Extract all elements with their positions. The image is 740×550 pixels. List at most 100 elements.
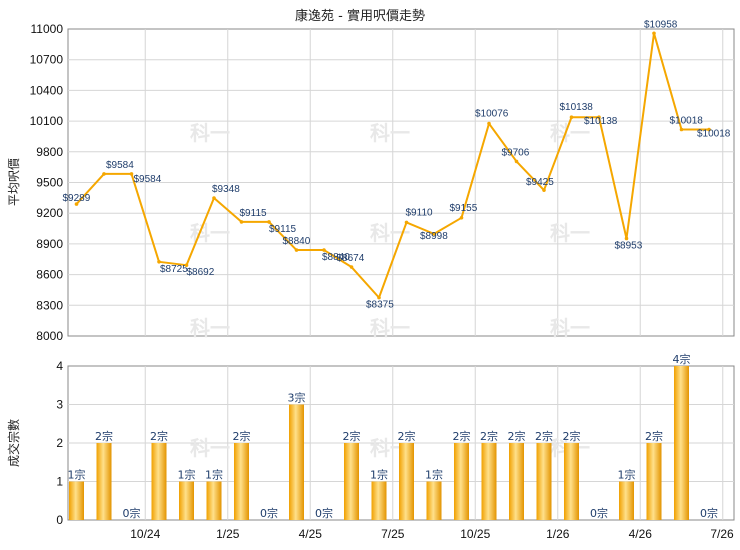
volume-bar	[96, 443, 112, 520]
volume-bar-label: 1宗	[205, 468, 223, 482]
price-y-tick-label: 11000	[31, 22, 64, 36]
price-data-label: $10138	[560, 102, 594, 113]
volume-bar	[399, 443, 414, 520]
price-point	[74, 202, 79, 206]
price-point	[597, 115, 601, 120]
price-point	[487, 121, 491, 126]
price-point	[294, 248, 299, 252]
volume-bar-label: 2宗	[645, 429, 663, 443]
price-point	[129, 172, 134, 176]
price-y-tick-label: 8900	[36, 237, 63, 251]
price-data-label: $8998	[420, 231, 448, 242]
volume-bar-label: 1宗	[370, 468, 388, 482]
price-data-label: $9706	[502, 147, 530, 158]
price-data-label: $9289	[63, 193, 91, 204]
volume-bar-label: 0宗	[590, 506, 608, 520]
price-point	[624, 236, 629, 241]
volume-bar	[619, 481, 634, 520]
price-data-label: $9155	[450, 203, 478, 214]
price-data-label: $9115	[240, 208, 268, 219]
price-point	[679, 127, 684, 132]
price-data-label: $10076	[475, 109, 509, 120]
watermark-logo: 科一	[190, 121, 230, 145]
volume-bar-label: 1宗	[68, 468, 86, 482]
volume-bar-label: 2宗	[508, 429, 526, 443]
volume-bar	[206, 481, 222, 520]
volume-bar-label: 2宗	[453, 429, 471, 443]
x-tick-label: 10/25	[460, 527, 490, 541]
volume-bar-label: 2宗	[480, 429, 498, 443]
volume-bar	[481, 443, 497, 520]
volume-bar-label: 0宗	[700, 506, 718, 520]
volume-bar-label: 1宗	[425, 468, 443, 482]
watermark-logo: 科一	[370, 316, 410, 340]
volume-bar	[69, 481, 84, 520]
price-point	[459, 216, 464, 220]
price-data-label: $9115	[269, 224, 297, 235]
watermark-logo: 科一	[550, 121, 590, 145]
volume-bar-label: 2宗	[398, 429, 416, 443]
volume-y-tick-label: 0	[56, 513, 63, 527]
volume-bar	[509, 443, 524, 520]
x-tick-label: 1/25	[216, 527, 240, 541]
watermark-logo: 科一	[550, 221, 590, 245]
price-y-tick-label: 9200	[36, 206, 63, 220]
x-tick-label: 7/25	[381, 527, 405, 541]
x-tick-label: 7/26	[710, 527, 734, 541]
x-tick-label: 10/24	[130, 527, 160, 541]
volume-bar-label: 1宗	[178, 468, 196, 482]
price-data-label: $10138	[584, 116, 618, 127]
volume-bar	[344, 443, 359, 520]
price-point	[377, 295, 381, 300]
price-y-tick-label: 9800	[36, 145, 63, 159]
x-tick-label: 1/26	[546, 527, 570, 541]
volume-bar-label: 2宗	[233, 429, 251, 443]
price-y-axis-label: 平均呎價	[7, 158, 21, 206]
volume-bar	[454, 443, 469, 520]
volume-bar	[564, 443, 579, 520]
price-data-label: $9584	[106, 160, 134, 171]
volume-bar	[646, 443, 662, 520]
price-y-tick-label: 8600	[36, 268, 63, 282]
volume-bar	[289, 404, 304, 520]
volume-bar-label: 2宗	[535, 429, 553, 443]
watermark-logo: 科一	[550, 316, 590, 340]
volume-bar-label: 4宗	[673, 352, 691, 366]
volume-bar-label: 2宗	[563, 429, 581, 443]
price-point	[239, 220, 244, 224]
price-data-label: $9425	[526, 177, 554, 188]
price-data-label: $10958	[644, 19, 678, 30]
volume-y-tick-label: 1	[56, 475, 63, 489]
volume-bar-label: 0宗	[260, 506, 278, 520]
volume-y-tick-label: 3	[56, 398, 63, 412]
price-y-tick-label: 9500	[36, 176, 63, 190]
price-point	[707, 127, 711, 132]
volume-y-axis-label: 成交宗數	[6, 419, 21, 467]
volume-bar-label: 2宗	[95, 429, 113, 443]
volume-bar-label: 0宗	[315, 506, 333, 520]
price-data-label: $8674	[337, 253, 365, 264]
x-tick-label: 4/25	[299, 527, 323, 541]
volume-bar-label: 2宗	[343, 429, 361, 443]
price-point	[102, 172, 106, 176]
volume-bar	[426, 481, 442, 520]
price-y-tick-label: 8300	[36, 298, 63, 312]
price-data-label: $8725	[160, 264, 188, 275]
price-point	[652, 31, 656, 36]
price-y-tick-label: 10700	[30, 53, 64, 67]
price-point	[514, 159, 519, 164]
volume-bar	[234, 443, 249, 520]
price-point	[404, 220, 409, 225]
volume-bar-label: 3宗	[288, 391, 306, 405]
price-point	[157, 260, 161, 264]
price-point	[569, 115, 574, 120]
price-data-label: $8692	[187, 267, 215, 278]
price-data-label: $9348	[212, 184, 240, 195]
volume-bar	[674, 366, 689, 520]
price-y-tick-label: 10100	[30, 114, 64, 128]
price-data-label: $8840	[322, 252, 350, 263]
x-tick-label: 4/26	[629, 527, 653, 541]
price-point	[349, 265, 354, 269]
